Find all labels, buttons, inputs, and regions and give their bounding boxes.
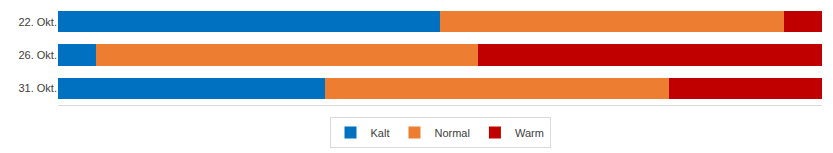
svg-text:26. Okt.: 26. Okt. <box>18 49 57 61</box>
svg-text:Kalt: Kalt <box>371 127 390 139</box>
svg-text:Warm: Warm <box>515 127 544 139</box>
svg-text:31. Okt.: 31. Okt. <box>18 82 57 94</box>
svg-text:22. Okt.: 22. Okt. <box>18 16 57 28</box>
svg-text:Normal: Normal <box>434 127 469 139</box>
